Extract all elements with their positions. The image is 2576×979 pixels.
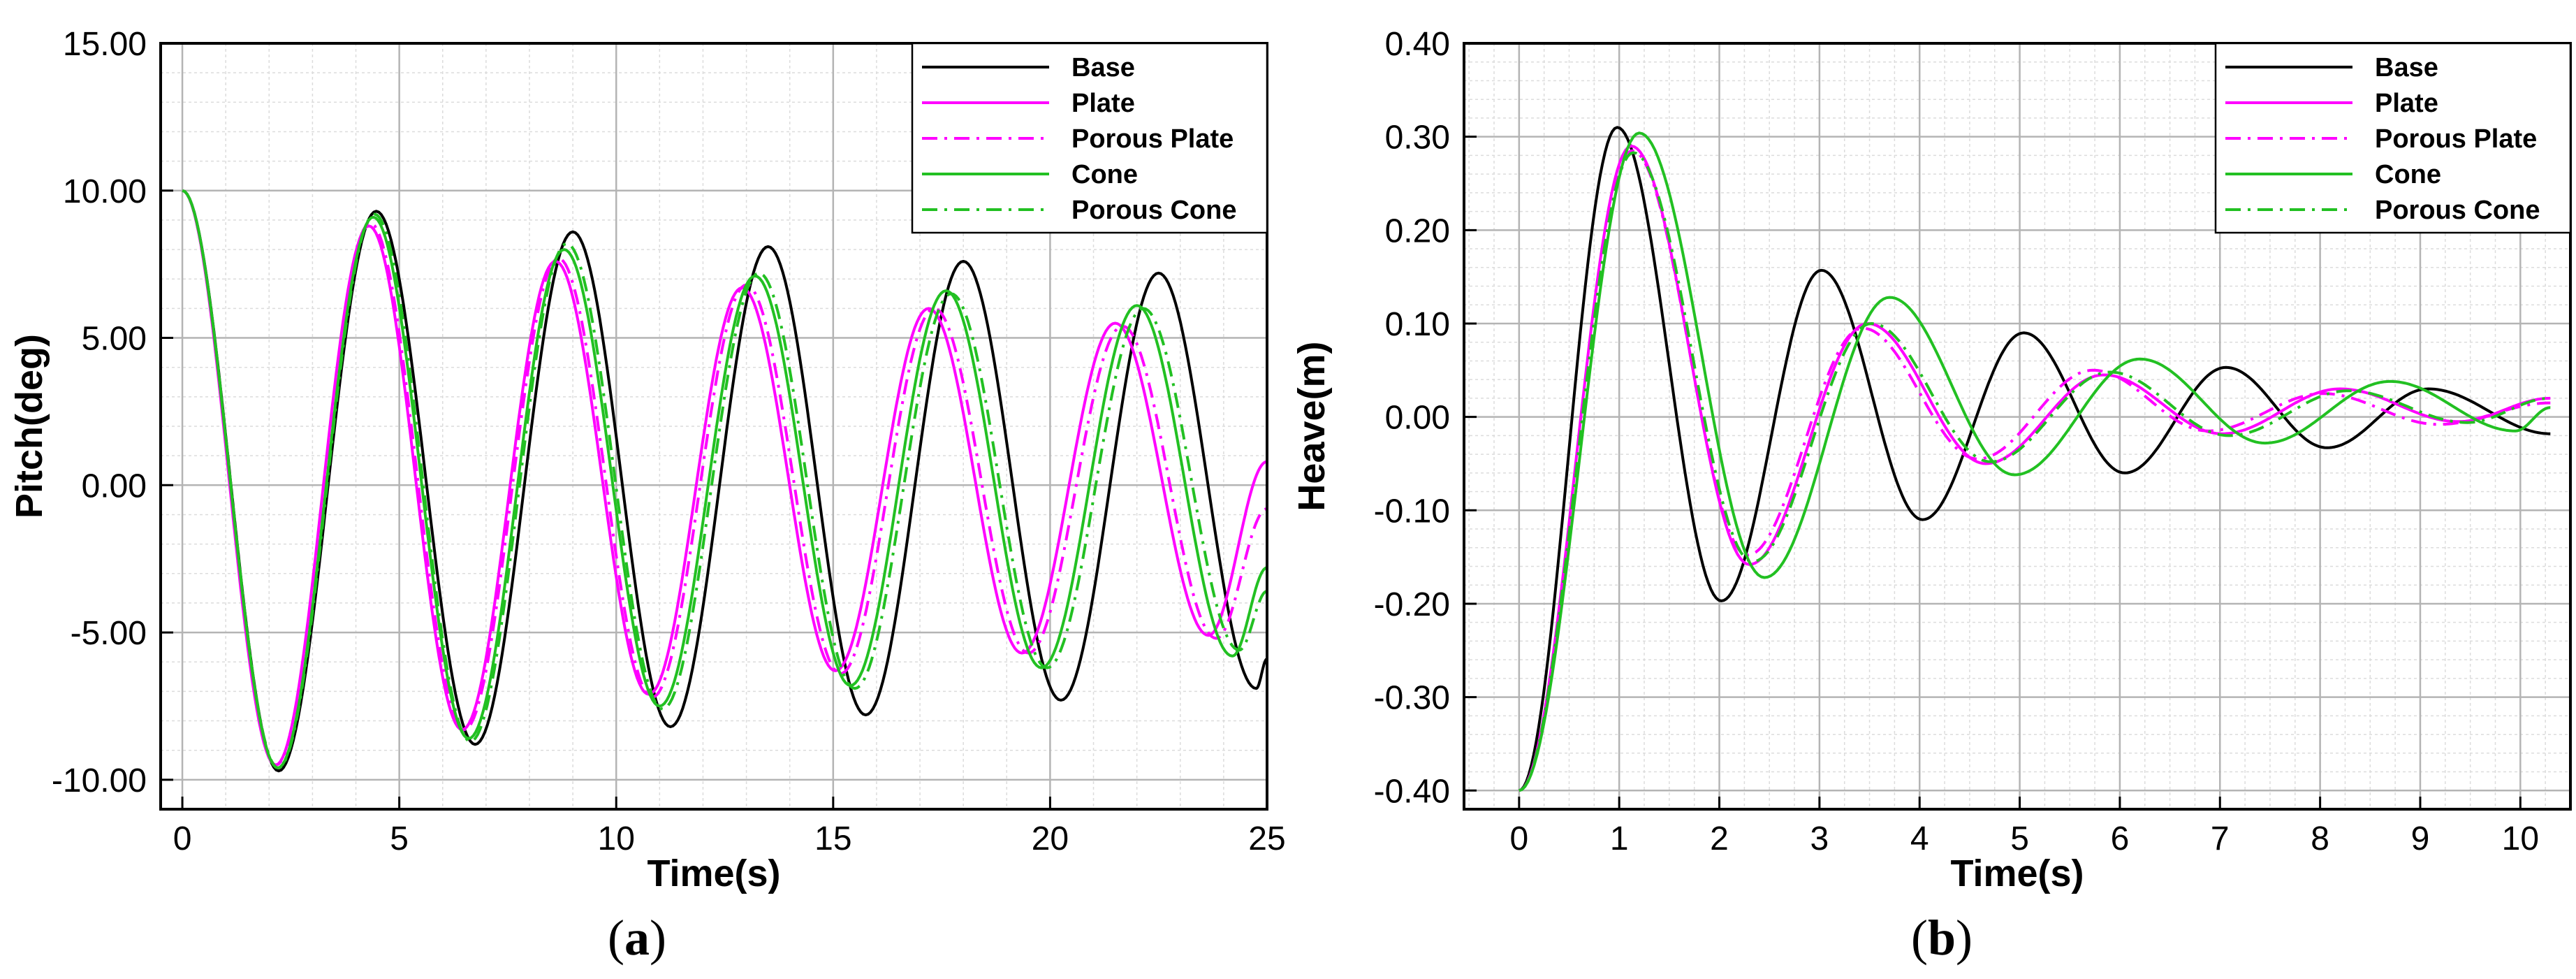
pitch-chart-ticks: 0 5 10 15 20 25 -10.00 -5.00 0.00 5.00 10.00 15.00	[52, 26, 1286, 857]
pitch-chart: 0 5 10 15 20 25-10.00-5.000.005.0010.0015.00 …	[8, 26, 1286, 966]
heave-chart-ticks: 0 1 2 3 4 5 6 7 8 9 10 -0.40 -0.30 -0.20 -0.10 0.00 0.10…	[1374, 26, 2539, 857]
y-tick-label: -0.40	[1374, 773, 1450, 810]
x-tick-label: 25	[1248, 820, 1285, 857]
legend-entry: Base	[1071, 53, 1135, 82]
x-tick-label: 15	[814, 820, 851, 857]
y-tick-label: 15.00	[63, 26, 147, 63]
series-line-porous-cone	[1518, 151, 2551, 792]
x-tick-label: 10	[598, 820, 635, 857]
pitch-x-axis-label: Time(s)	[647, 853, 780, 894]
series-line-porous-cone	[182, 189, 1268, 769]
heave-chart-lines	[1518, 126, 2552, 792]
heave-y-axis-label: Heave(m)	[1291, 341, 1333, 511]
legend-entry: Porous Plate	[1071, 124, 1234, 154]
x-tick-label: 0	[173, 820, 192, 857]
x-tick-label: 6	[2111, 820, 2130, 857]
series-line-cone	[1518, 131, 2552, 792]
legend-entry: Plate	[2375, 89, 2438, 118]
pitch-chart-lines	[182, 189, 1268, 773]
x-tick-label: 7	[2211, 820, 2230, 857]
pitch-chart-frame	[159, 42, 1268, 811]
y-tick-label: 0.40	[1385, 26, 1450, 63]
x-tick-label: 4	[1910, 820, 1929, 857]
y-tick-label: 0.10	[1385, 306, 1450, 343]
legend-entry: Porous Plate	[2375, 124, 2537, 154]
x-tick-label: 3	[1810, 820, 1829, 857]
x-tick-label: 0	[1509, 820, 1528, 857]
y-tick-label: 0.30	[1385, 119, 1450, 157]
legend-entry: Cone	[1071, 160, 1138, 189]
x-tick-label: 5	[390, 820, 409, 857]
x-tick-label: 5	[2010, 820, 2029, 857]
x-tick-label: 20	[1032, 820, 1069, 857]
pitch-legend-box	[911, 42, 1268, 234]
heave-chart-legend: Base Plate Porous Plate Cone Porous Cone	[2214, 42, 2572, 234]
y-tick-label: 10.00	[63, 173, 147, 210]
y-tick-label: -0.30	[1374, 680, 1450, 717]
panel-label-a: (a)	[608, 910, 666, 966]
panel-label-b: (b)	[1911, 910, 1973, 966]
legend-entry: Porous Cone	[1071, 196, 1236, 225]
x-tick-label: 2	[1710, 820, 1729, 857]
series-line-base	[1518, 126, 2551, 792]
x-tick-label: 1	[1610, 820, 1629, 857]
y-tick-label: -0.10	[1374, 493, 1450, 530]
series-line-porous-plate	[1518, 149, 2551, 792]
y-tick-label: 5.00	[82, 321, 147, 358]
heave-chart: 0 1 2 3 4 5 6 7 8 9 10 -0.40 -0.30 -0.20 -0.10 0.00 0.10…	[1291, 26, 2572, 966]
y-tick-label: 0.00	[82, 467, 147, 505]
series-line-base	[182, 189, 1268, 773]
legend-entry: Porous Cone	[2375, 196, 2540, 225]
x-tick-label: 9	[2411, 820, 2430, 857]
pitch-chart-legend: Base Plate Porous Plate Cone Porous Cone	[911, 42, 1268, 234]
y-tick-label: 0.20	[1385, 212, 1450, 249]
y-tick-label: -10.00	[52, 762, 147, 799]
y-tick-label: -0.20	[1374, 586, 1450, 623]
heave-x-axis-label: Time(s)	[1950, 853, 2084, 894]
y-tick-label: -5.00	[71, 615, 147, 652]
y-tick-label: 0.00	[1385, 400, 1450, 437]
x-tick-label: 10	[2502, 820, 2539, 857]
pitch-y-axis-label: Pitch(deg)	[8, 334, 50, 518]
x-tick-label: 8	[2311, 820, 2329, 857]
heave-legend-box	[2214, 42, 2572, 234]
heave-chart-frame	[1463, 42, 2572, 811]
legend-entry: Plate	[1071, 89, 1135, 118]
legend-entry: Base	[2375, 53, 2438, 82]
legend-entry: Cone	[2375, 160, 2441, 189]
